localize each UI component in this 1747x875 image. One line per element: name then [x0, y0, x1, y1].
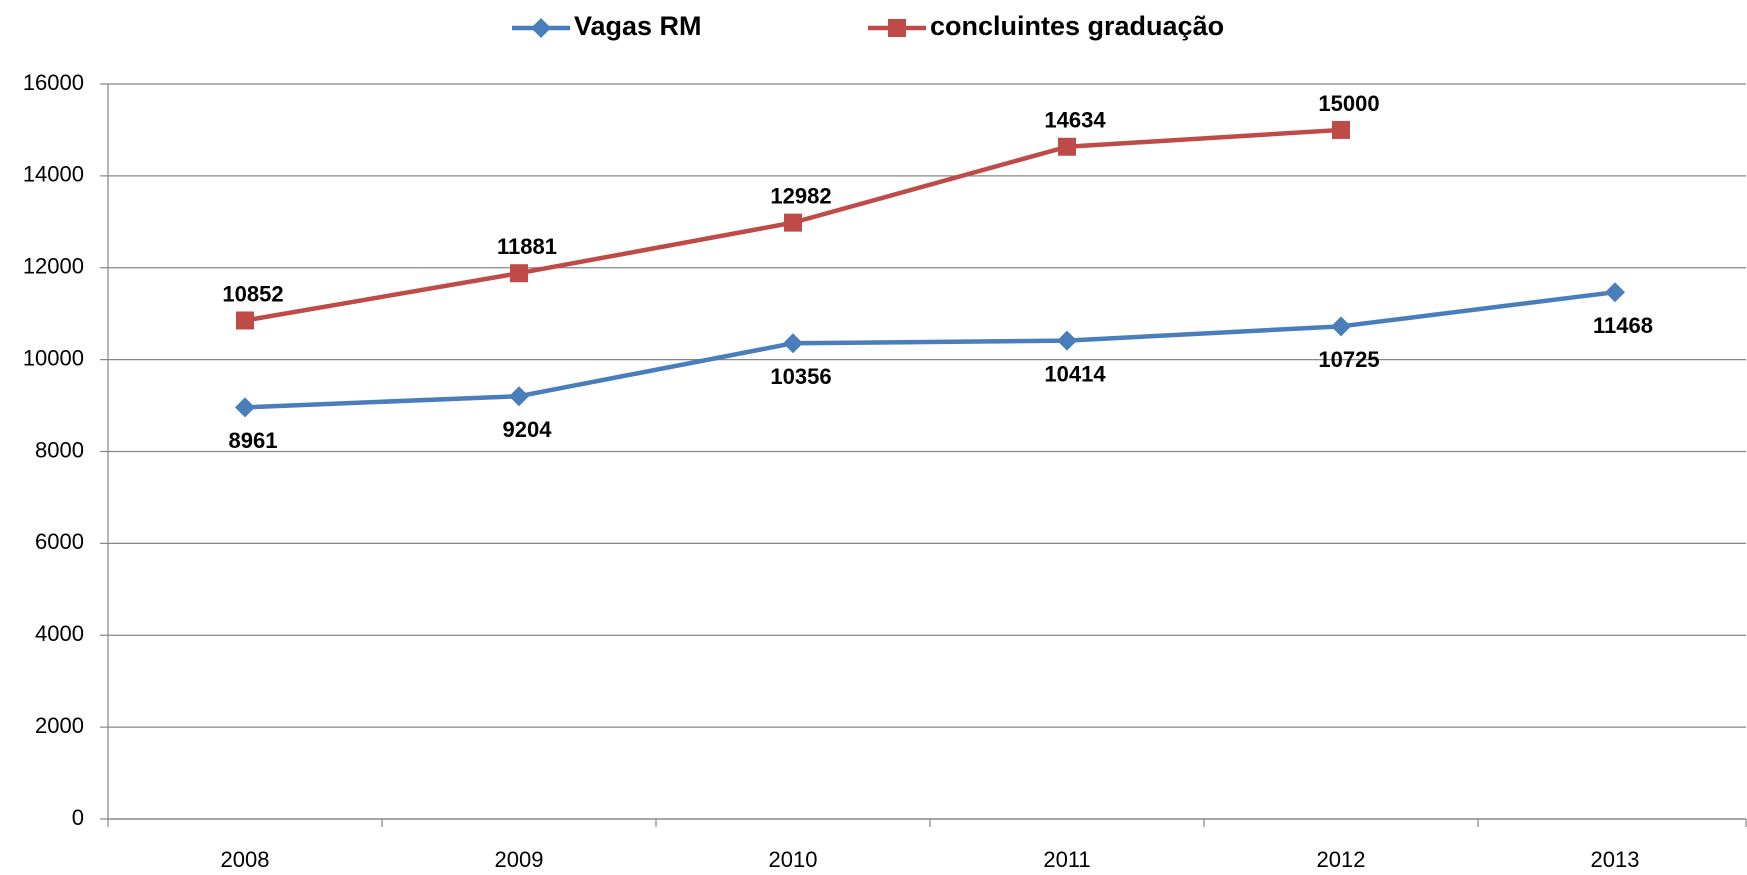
legend-label: concluintes graduação [930, 11, 1224, 41]
y-tick-label: 4000 [35, 621, 84, 646]
data-label: 8961 [229, 428, 278, 453]
data-point [784, 213, 802, 232]
data-label: 11881 [497, 234, 557, 259]
data-point [1332, 120, 1350, 139]
data-point [1057, 330, 1077, 351]
data-point [1605, 282, 1625, 303]
data-label: 10725 [1318, 347, 1379, 372]
y-tick-label: 12000 [23, 254, 84, 279]
data-label: 10852 [222, 281, 283, 306]
data-point [1058, 137, 1076, 156]
y-tick-label: 6000 [35, 529, 84, 554]
data-label: 9204 [503, 417, 553, 442]
series-line [244, 289, 1616, 410]
x-tick-label: 2010 [769, 847, 818, 872]
y-tick-label: 16000 [23, 70, 84, 95]
y-tick-label: 8000 [35, 437, 84, 462]
data-label: 11468 [1593, 313, 1653, 338]
data-label: 12982 [770, 183, 831, 208]
data-point [510, 264, 528, 283]
data-point [783, 333, 803, 354]
data-label: 14634 [1044, 108, 1106, 133]
data-point [1331, 316, 1351, 337]
y-tick-label: 2000 [35, 713, 84, 738]
x-tick-label: 2011 [1043, 847, 1090, 872]
data-point [236, 311, 254, 330]
data-label: 10414 [1044, 361, 1106, 386]
x-tick-label: 2009 [495, 847, 544, 872]
data-point [509, 386, 529, 407]
y-tick-label: 14000 [23, 162, 84, 187]
data-point [235, 397, 255, 418]
x-tick-label: 2012 [1317, 847, 1366, 872]
y-tick-label: 10000 [23, 345, 84, 370]
data-label: 15000 [1318, 91, 1379, 116]
y-tick-label: 0 [72, 805, 84, 830]
legend-label: Vagas RM [574, 11, 702, 41]
x-tick-label: 2013 [1591, 847, 1640, 872]
legend-marker [531, 18, 551, 38]
x-tick-label: 2008 [221, 847, 270, 872]
data-label: 10356 [770, 364, 831, 389]
legend-marker [888, 19, 906, 37]
